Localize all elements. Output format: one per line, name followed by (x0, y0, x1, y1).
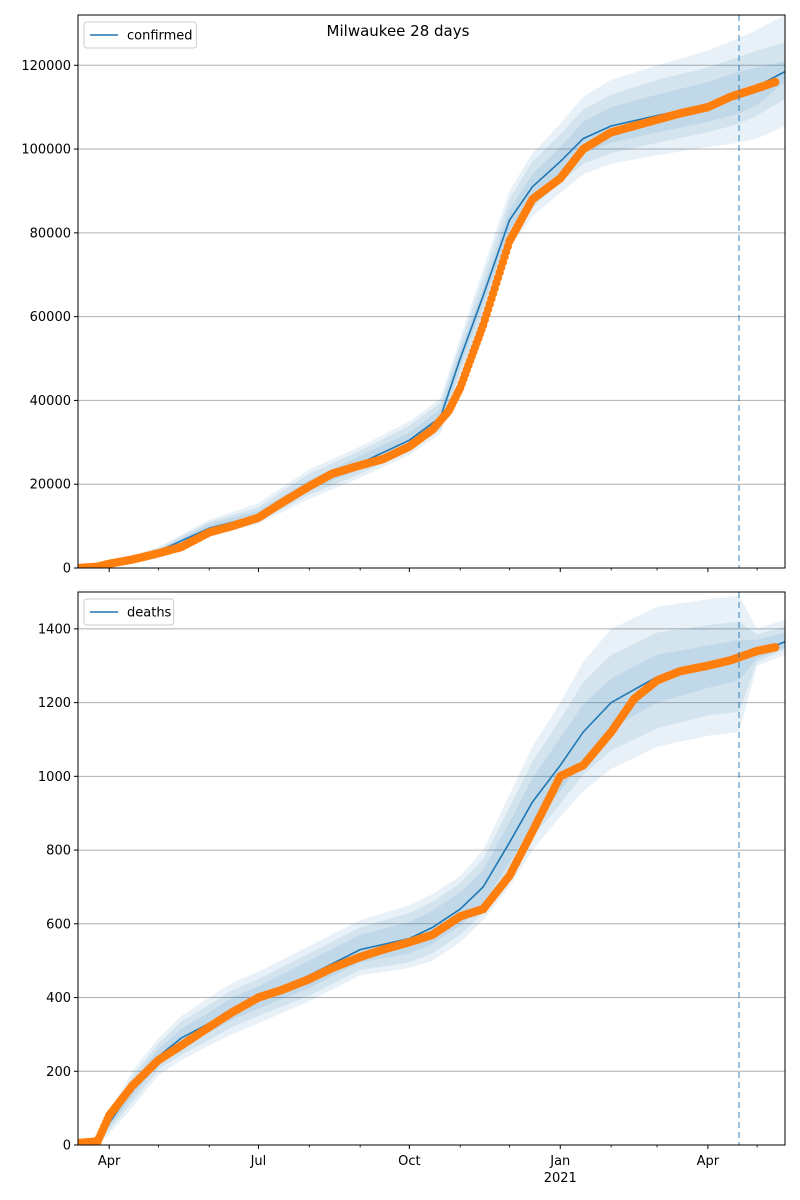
figure-title: Milwaukee 28 days (327, 22, 470, 40)
axes-frame (77, 591, 786, 1146)
plot-area (78, 15, 785, 568)
y-tick-label: 1400 (38, 622, 71, 637)
legend-box (83, 598, 175, 626)
confidence-band-3 (78, 61, 785, 568)
axes-frame (77, 14, 786, 569)
y-tick-label: 0 (63, 1139, 71, 1154)
plot-area (78, 595, 785, 1145)
y-tick-label: 1200 (38, 696, 71, 711)
confidence-band-1 (78, 15, 785, 568)
x-tick-label: Apr (697, 1154, 720, 1169)
y-tick-label: 200 (46, 1065, 71, 1080)
y-tick-label: 60000 (30, 310, 71, 325)
legend-label: deaths (127, 606, 172, 621)
legend: confirmed (83, 21, 197, 49)
y-tick-label: 400 (46, 991, 71, 1006)
confidence-band-2 (78, 621, 785, 1145)
y-tick-label: 800 (46, 844, 71, 859)
x-tick-label: Apr (98, 1154, 121, 1169)
confidence-band-3 (78, 632, 785, 1145)
confirmed-panel: 0 20000 40000 60000 80000 100000 120000 confirm… (21, 14, 786, 577)
deaths-panel: 0 200 400 600 800 1000 1200 1400 Apr Jul Oct Jan 202… (38, 591, 786, 1186)
y-tick-label: 40000 (30, 394, 71, 409)
legend-label: confirmed (127, 29, 193, 44)
legend-box (83, 21, 197, 49)
y-tick-label: 80000 (30, 226, 71, 241)
y-tick-label: 600 (46, 917, 71, 932)
x-tick-label: Oct (398, 1154, 420, 1169)
y-tick-label: 1000 (38, 770, 71, 785)
y-tick-label: 100000 (21, 143, 71, 158)
legend: deaths (83, 598, 175, 626)
x-tick-sublabel: 2021 (544, 1171, 577, 1186)
observed-point (771, 77, 780, 87)
confidence-band-2 (78, 42, 785, 568)
y-tick-label: 0 (63, 562, 71, 577)
x-tick-label: Jan (549, 1154, 570, 1169)
y-tick-label: 120000 (21, 59, 71, 74)
observed-point (771, 643, 780, 652)
x-tick-label: Jul (250, 1154, 267, 1169)
y-tick-label: 20000 (30, 478, 71, 493)
